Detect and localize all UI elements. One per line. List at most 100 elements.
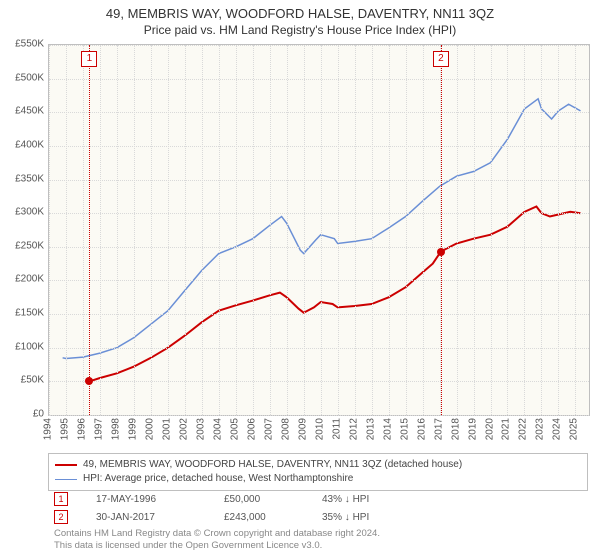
x-axis-tick-label: 1997 bbox=[93, 418, 104, 440]
x-axis-tick-label: 1996 bbox=[76, 418, 87, 440]
gridline-vertical bbox=[423, 45, 424, 415]
gridline-vertical bbox=[168, 45, 169, 415]
event-marker: 2 bbox=[54, 510, 68, 524]
legend-row: HPI: Average price, detached house, West… bbox=[55, 472, 581, 486]
gridline-vertical bbox=[66, 45, 67, 415]
x-axis-tick-label: 2001 bbox=[161, 418, 172, 440]
x-axis-tick-label: 2009 bbox=[297, 418, 308, 440]
marker-line-1 bbox=[89, 45, 90, 415]
x-axis-tick-label: 1999 bbox=[127, 418, 138, 440]
gridline-vertical bbox=[253, 45, 254, 415]
x-axis-tick-label: 2000 bbox=[144, 418, 155, 440]
gridline-vertical bbox=[372, 45, 373, 415]
x-axis-tick-label: 1995 bbox=[59, 418, 70, 440]
gridline-vertical bbox=[524, 45, 525, 415]
gridline-vertical bbox=[49, 45, 50, 415]
gridline-vertical bbox=[219, 45, 220, 415]
footnote-line-1: Contains HM Land Registry data © Crown c… bbox=[54, 528, 594, 540]
gridline-vertical bbox=[117, 45, 118, 415]
x-axis-tick-label: 2019 bbox=[467, 418, 478, 440]
x-axis-tick-label: 2018 bbox=[450, 418, 461, 440]
x-axis-tick-label: 2006 bbox=[246, 418, 257, 440]
x-axis-tick-label: 2021 bbox=[501, 418, 512, 440]
gridline-vertical bbox=[491, 45, 492, 415]
gridline-vertical bbox=[558, 45, 559, 415]
legend-label: 49, MEMBRIS WAY, WOODFORD HALSE, DAVENTR… bbox=[83, 458, 462, 472]
event-date: 17-MAY-1996 bbox=[96, 494, 196, 505]
x-axis-tick-label: 2014 bbox=[382, 418, 393, 440]
y-axis-tick-label: £150K bbox=[4, 308, 44, 319]
legend-row: 49, MEMBRIS WAY, WOODFORD HALSE, DAVENTR… bbox=[55, 458, 581, 472]
event-row: 230-JAN-2017£243,00035% ↓ HPI bbox=[48, 508, 588, 526]
chart-title-subtitle: Price paid vs. HM Land Registry's House … bbox=[0, 21, 600, 41]
x-axis-tick-label: 2008 bbox=[280, 418, 291, 440]
y-axis-tick-label: £350K bbox=[4, 173, 44, 184]
event-date: 30-JAN-2017 bbox=[96, 512, 196, 523]
gridline-vertical bbox=[270, 45, 271, 415]
event-price: £50,000 bbox=[224, 494, 294, 505]
marker-dot-1 bbox=[85, 377, 93, 385]
x-axis-tick-label: 2002 bbox=[178, 418, 189, 440]
events-table: 1 17-MAY-1996 £50,000 43% ↓ HPI 2 30-JAN-2017… bbox=[48, 490, 588, 526]
gridline-vertical bbox=[134, 45, 135, 415]
marker-line-2 bbox=[441, 45, 442, 415]
chart-container: 49, MEMBRIS WAY, WOODFORD HALSE, DAVENTR… bbox=[0, 0, 600, 560]
y-axis-tick-label: £450K bbox=[4, 106, 44, 117]
footnote-line-2: This data is licensed under the Open Gov… bbox=[54, 540, 594, 552]
y-axis-tick-label: £0 bbox=[4, 409, 44, 420]
x-axis-tick-label: 2005 bbox=[229, 418, 240, 440]
event-marker: 1 bbox=[54, 492, 68, 506]
gridline-vertical bbox=[236, 45, 237, 415]
x-axis-tick-label: 1998 bbox=[110, 418, 121, 440]
gridline-vertical bbox=[321, 45, 322, 415]
gridline-vertical bbox=[507, 45, 508, 415]
gridline-horizontal bbox=[49, 415, 589, 416]
x-axis-tick-label: 2015 bbox=[399, 418, 410, 440]
x-axis-tick-label: 2022 bbox=[518, 418, 529, 440]
x-axis-tick-label: 1994 bbox=[43, 418, 54, 440]
event-delta: 35% ↓ HPI bbox=[322, 512, 412, 523]
y-axis-tick-label: £50K bbox=[4, 375, 44, 386]
gridline-vertical bbox=[202, 45, 203, 415]
y-axis-tick-label: £400K bbox=[4, 139, 44, 150]
y-axis-tick-label: £100K bbox=[4, 341, 44, 352]
gridline-vertical bbox=[304, 45, 305, 415]
legend: 49, MEMBRIS WAY, WOODFORD HALSE, DAVENTR… bbox=[48, 453, 588, 491]
gridline-vertical bbox=[389, 45, 390, 415]
y-axis-tick-label: £250K bbox=[4, 240, 44, 251]
x-axis-tick-label: 2010 bbox=[314, 418, 325, 440]
y-axis-tick-label: £550K bbox=[4, 39, 44, 50]
gridline-vertical bbox=[151, 45, 152, 415]
x-axis-tick-label: 2003 bbox=[195, 418, 206, 440]
x-axis-tick-label: 2012 bbox=[348, 418, 359, 440]
chart-plot-area: 12 bbox=[48, 44, 590, 416]
event-delta: 43% ↓ HPI bbox=[322, 494, 412, 505]
x-axis-tick-label: 2024 bbox=[552, 418, 563, 440]
chart-title-address: 49, MEMBRIS WAY, WOODFORD HALSE, DAVENTR… bbox=[0, 0, 600, 21]
gridline-vertical bbox=[406, 45, 407, 415]
gridline-vertical bbox=[338, 45, 339, 415]
gridline-vertical bbox=[100, 45, 101, 415]
marker-label-1: 1 bbox=[81, 51, 97, 67]
gridline-vertical bbox=[457, 45, 458, 415]
gridline-vertical bbox=[541, 45, 542, 415]
x-axis-tick-label: 2017 bbox=[433, 418, 444, 440]
gridline-vertical bbox=[83, 45, 84, 415]
x-axis-tick-label: 2011 bbox=[331, 418, 342, 440]
marker-label-2: 2 bbox=[433, 51, 449, 67]
x-axis-tick-label: 2020 bbox=[484, 418, 495, 440]
y-axis-tick-label: £300K bbox=[4, 207, 44, 218]
x-axis-tick-label: 2013 bbox=[365, 418, 376, 440]
gridline-vertical bbox=[474, 45, 475, 415]
gridline-vertical bbox=[287, 45, 288, 415]
x-axis-tick-label: 2016 bbox=[416, 418, 427, 440]
legend-swatch bbox=[55, 479, 77, 480]
x-axis-tick-label: 2023 bbox=[535, 418, 546, 440]
y-axis-tick-label: £500K bbox=[4, 72, 44, 83]
legend-swatch bbox=[55, 464, 77, 466]
footnote: Contains HM Land Registry data © Crown c… bbox=[48, 528, 600, 553]
gridline-vertical bbox=[185, 45, 186, 415]
gridline-vertical bbox=[355, 45, 356, 415]
event-row: 1 17-MAY-1996 £50,000 43% ↓ HPI bbox=[48, 490, 588, 508]
legend-label: HPI: Average price, detached house, West… bbox=[83, 472, 353, 486]
